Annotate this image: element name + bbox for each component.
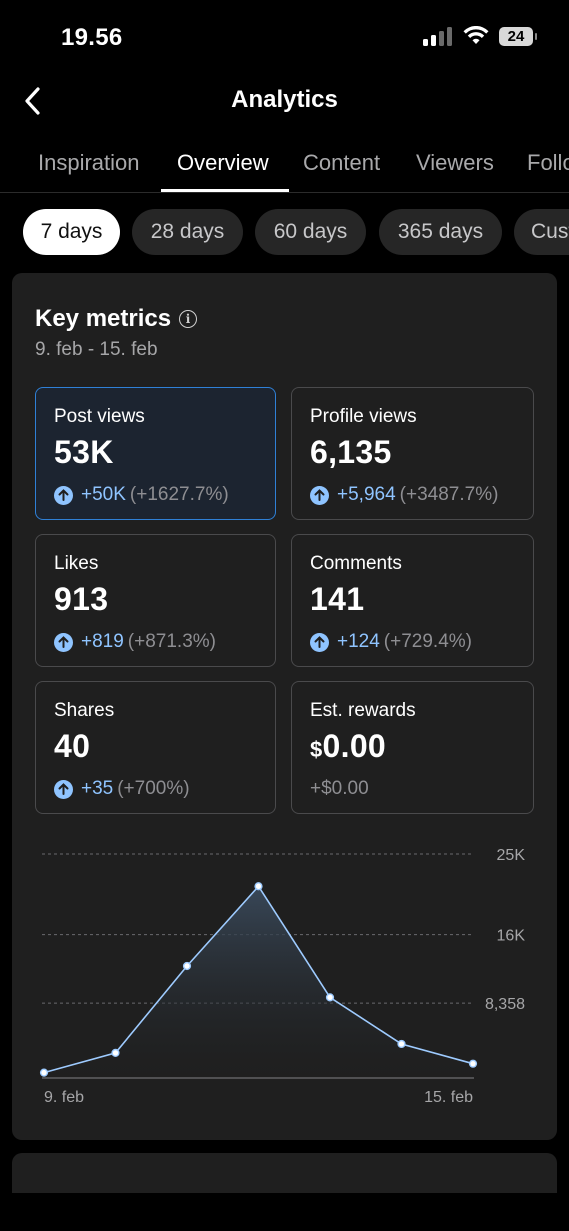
metric-profile-views[interactable]: Profile views 6,135 +5,964 (+3487.7%): [291, 387, 534, 520]
signal-icon: [423, 27, 452, 46]
metric-delta: +$0.00: [310, 778, 369, 799]
chart-point[interactable]: [39, 1068, 49, 1077]
back-button[interactable]: [18, 84, 48, 118]
chart-point[interactable]: [111, 1048, 120, 1058]
chart-point[interactable]: [325, 993, 335, 1002]
chart-point[interactable]: [397, 1039, 406, 1049]
post-views-chart: 8,358 16K 25K 9. feb 15. feb: [39, 847, 526, 1106]
chevron-left-icon: [25, 87, 40, 115]
metric-change: +35 (+700%): [54, 778, 190, 800]
tab-followers[interactable]: Followers: [527, 150, 569, 175]
metric-change: +50K (+1627.7%): [54, 484, 229, 506]
chip-365-days[interactable]: 365 days: [379, 209, 502, 255]
arrow-up-icon: [54, 779, 73, 799]
arrow-up-icon: [54, 485, 73, 505]
status-bar: 19.56 24: [0, 0, 569, 76]
key-metrics-title: Key metrics: [35, 305, 172, 332]
tab-inspiration[interactable]: Inspiration: [38, 150, 140, 175]
metric-delta: +819: [81, 631, 124, 652]
page-title: Analytics: [231, 86, 338, 113]
battery-icon: 24: [499, 26, 537, 46]
chart-point[interactable]: [254, 882, 263, 891]
metric-delta: +35: [81, 778, 114, 799]
tab-overview[interactable]: Overview: [177, 150, 269, 175]
metric-value-container: $0.00: [310, 728, 386, 765]
chip-28-days[interactable]: 28 days: [132, 209, 243, 255]
metric-comments[interactable]: Comments 141 +124 (+729.4%): [291, 534, 534, 667]
tab-bar: Inspiration Overview Content Viewers Fol…: [0, 132, 569, 193]
metric-value: 141: [310, 581, 365, 617]
metric-label: Est. rewards: [310, 700, 416, 721]
battery-level: 24: [507, 27, 525, 45]
metric-delta: +5,964: [337, 484, 396, 505]
chart-point[interactable]: [468, 1059, 478, 1068]
metric-change: +819 (+871.3%): [54, 631, 216, 653]
metric-change: +$0.00: [310, 778, 369, 800]
metric-percent: (+3487.7%): [399, 484, 499, 505]
metric-label: Profile views: [310, 406, 417, 427]
metric-percent: (+729.4%): [383, 631, 472, 652]
metric-likes[interactable]: Likes 913 +819 (+871.3%): [35, 534, 276, 667]
key-metrics-card: Key metrics i 9. feb - 15. feb Post view…: [12, 273, 557, 1140]
metric-value: 53K: [54, 434, 114, 470]
metric-percent: (+871.3%): [127, 631, 216, 652]
wifi-icon: [463, 26, 489, 44]
metric-label: Shares: [54, 700, 115, 721]
metric-change: +5,964 (+3487.7%): [310, 484, 498, 506]
metric-percent: (+700%): [117, 778, 190, 799]
x-tick-label: 15. feb: [424, 1089, 473, 1106]
tab-viewers[interactable]: Viewers: [416, 150, 494, 175]
info-icon[interactable]: i: [179, 310, 198, 328]
chart-area-fill: [44, 886, 473, 1078]
arrow-up-icon: [54, 632, 73, 652]
metric-label: Comments: [310, 553, 402, 574]
metric-change: +124 (+729.4%): [310, 631, 472, 653]
metric-delta: +124: [337, 631, 380, 652]
metric-value: 40: [54, 728, 91, 764]
y-tick-label: 16K: [497, 928, 526, 945]
tab-content[interactable]: Content: [303, 150, 381, 175]
metric-est-rewards[interactable]: Est. rewards $0.00 +$0.00: [291, 681, 534, 814]
next-card: [12, 1153, 557, 1193]
chart-point[interactable]: [182, 961, 192, 971]
metric-value: 6,135: [310, 434, 392, 470]
chip-7-days[interactable]: 7 days: [23, 209, 120, 255]
metric-shares[interactable]: Shares 40 +35 (+700%): [35, 681, 276, 814]
chip-60-days[interactable]: 60 days: [255, 209, 366, 255]
metric-delta: +50K: [81, 484, 126, 505]
metric-post-views[interactable]: Post views 53K +50K (+1627.7%): [35, 387, 276, 520]
y-tick-label: 8,358: [485, 996, 525, 1013]
status-icons: 24: [423, 26, 537, 46]
metric-value: 0.00: [322, 728, 387, 764]
arrow-up-icon: [310, 485, 329, 505]
metric-label: Likes: [54, 553, 99, 574]
y-tick-label: 25K: [497, 847, 526, 864]
date-range-label: 9. feb - 15. feb: [35, 339, 158, 360]
chip-custom[interactable]: Custom: [514, 209, 569, 255]
status-time: 19.56: [61, 24, 123, 51]
key-metrics-heading: Key metrics i: [35, 305, 198, 333]
metric-value: 913: [54, 581, 109, 617]
date-range-chips: 7 days 28 days 60 days 365 days Custom: [0, 209, 569, 257]
x-tick-label: 9. feb: [44, 1089, 84, 1106]
arrow-up-icon: [310, 632, 329, 652]
metric-percent: (+1627.7%): [129, 484, 229, 505]
metric-label: Post views: [54, 406, 145, 427]
active-tab-indicator: [161, 189, 289, 192]
metric-currency: $: [310, 737, 323, 762]
